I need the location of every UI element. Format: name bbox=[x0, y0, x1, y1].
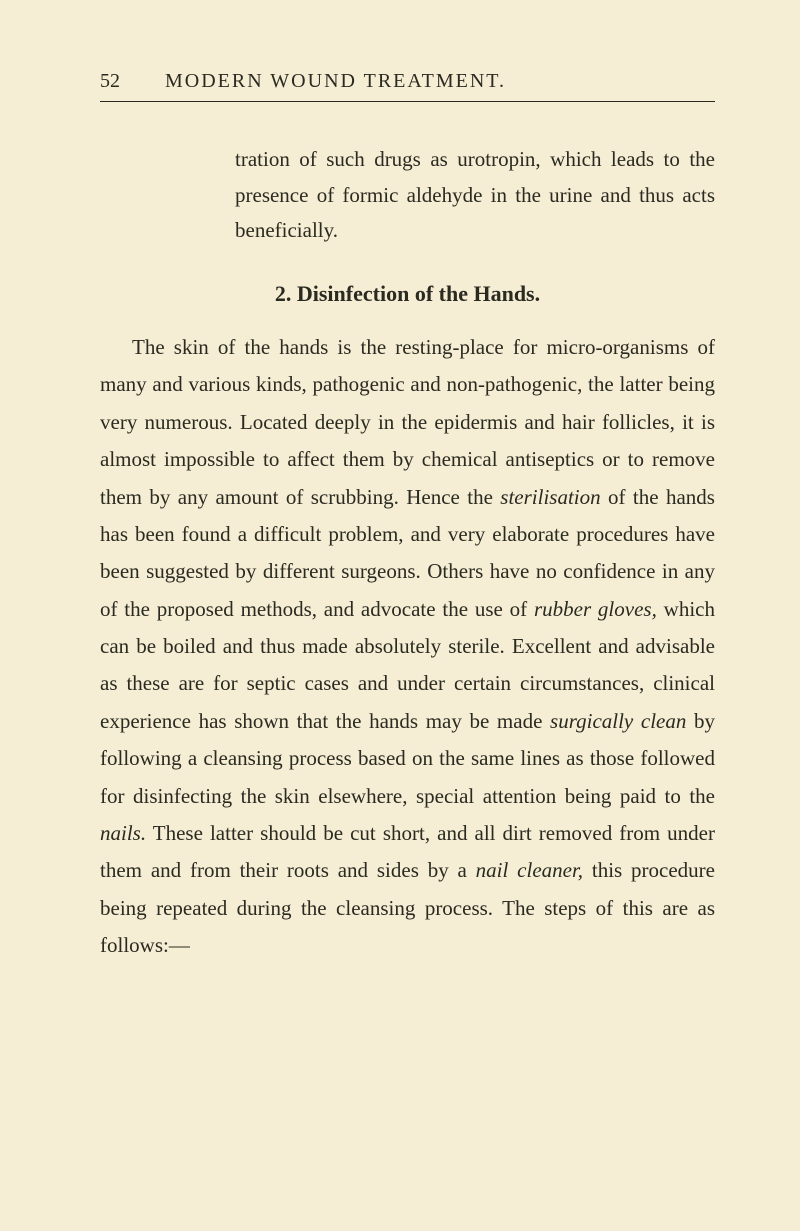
continuation-paragraph: tration of such drugs as urotropin, whic… bbox=[235, 142, 715, 249]
running-title: MODERN WOUND TREATMENT. bbox=[165, 70, 506, 93]
body-text-a: The skin of the hands is the resting-pla… bbox=[100, 335, 715, 509]
italic-nail-cleaner: nail cleaner, bbox=[476, 858, 583, 882]
page-number: 52 bbox=[100, 70, 120, 93]
section-title: Disinfection of the Hands. bbox=[297, 281, 540, 306]
body-paragraph: The skin of the hands is the resting-pla… bbox=[100, 329, 715, 964]
section-heading: 2. Disinfection of the Hands. bbox=[100, 281, 715, 307]
page-header: 52 MODERN WOUND TREATMENT. bbox=[100, 70, 715, 93]
italic-sterilisation: sterilisation bbox=[500, 485, 600, 509]
section-number: 2. bbox=[275, 281, 292, 306]
header-rule bbox=[100, 101, 715, 102]
italic-nails: nails. bbox=[100, 821, 146, 845]
italic-surgically-clean: surgically clean bbox=[550, 709, 686, 733]
italic-rubber-gloves: rubber gloves, bbox=[534, 597, 657, 621]
